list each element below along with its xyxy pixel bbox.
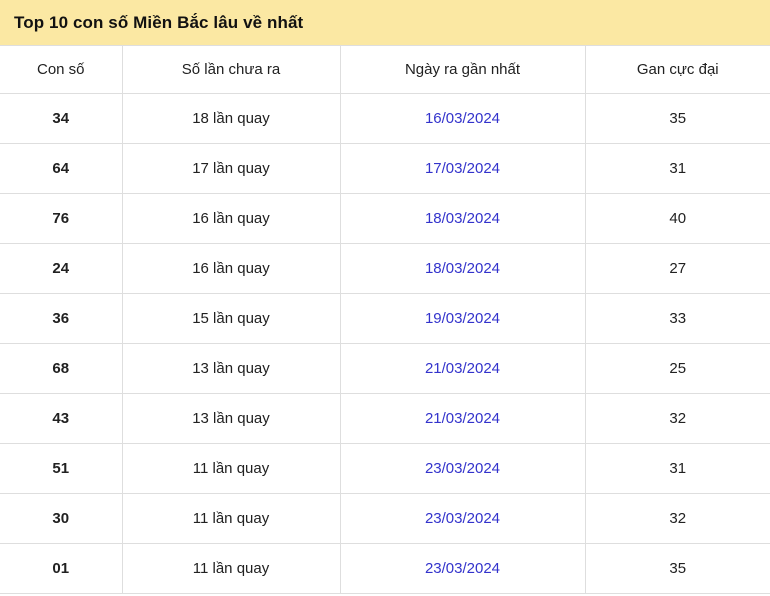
date-link[interactable]: 18/03/2024 [424,259,501,277]
table-row: 34 18 lần quay 16/03/2024 35 [0,93,770,144]
date-link[interactable]: 23/03/2024 [424,459,501,477]
cell-max-gap: 40 [585,193,770,244]
cell-missed-count: 13 lần quay [122,343,341,394]
cell-max-gap: 33 [585,293,770,344]
cell-last-date: 19/03/2024 [340,293,586,344]
cell-number: 64 [0,143,123,194]
cell-last-date: 18/03/2024 [340,193,586,244]
col-header-number: Con số [0,46,123,94]
cell-number: 34 [0,93,123,144]
cell-missed-count: 15 lần quay [122,293,341,344]
col-header-missed-count: Số lần chưa ra [122,46,341,94]
cell-max-gap: 35 [585,93,770,144]
date-link[interactable]: 16/03/2024 [424,109,501,127]
date-link[interactable]: 21/03/2024 [424,359,501,377]
cell-number: 36 [0,293,123,344]
cell-max-gap: 32 [585,493,770,544]
cell-number: 68 [0,343,123,394]
cell-max-gap: 32 [585,393,770,444]
cell-last-date: 23/03/2024 [340,543,586,594]
cell-last-date: 21/03/2024 [340,343,586,394]
cell-missed-count: 17 lần quay [122,143,341,194]
date-link[interactable]: 18/03/2024 [424,209,501,227]
cell-missed-count: 16 lần quay [122,243,341,294]
cell-number: 01 [0,543,123,594]
table-row: 01 11 lần quay 23/03/2024 35 [0,543,770,594]
cell-last-date: 18/03/2024 [340,243,586,294]
page-title: Top 10 con số Miền Bắc lâu về nhất [14,12,304,32]
date-link[interactable]: 23/03/2024 [424,509,501,527]
cell-max-gap: 35 [585,543,770,594]
table-row: 24 16 lần quay 18/03/2024 27 [0,243,770,294]
table-header-row: Con số Số lần chưa ra Ngày ra gần nhất G… [0,46,770,94]
cell-missed-count: 16 lần quay [122,193,341,244]
cell-number: 30 [0,493,123,544]
table-row: 43 13 lần quay 21/03/2024 32 [0,393,770,444]
date-link[interactable]: 17/03/2024 [424,159,501,177]
panel-title-bar: Top 10 con số Miền Bắc lâu về nhất [0,0,770,46]
stats-table: Con số Số lần chưa ra Ngày ra gần nhất G… [0,46,770,594]
cell-missed-count: 11 lần quay [122,443,341,494]
table-row: 30 11 lần quay 23/03/2024 32 [0,493,770,544]
cell-last-date: 17/03/2024 [340,143,586,194]
table-row: 51 11 lần quay 23/03/2024 31 [0,443,770,494]
cell-last-date: 21/03/2024 [340,393,586,444]
cell-missed-count: 18 lần quay [122,93,341,144]
cell-max-gap: 25 [585,343,770,394]
table-row: 68 13 lần quay 21/03/2024 25 [0,343,770,394]
cell-max-gap: 27 [585,243,770,294]
cell-max-gap: 31 [585,443,770,494]
table-row: 36 15 lần quay 19/03/2024 33 [0,293,770,344]
table-body: 34 18 lần quay 16/03/2024 35 64 17 lần q… [0,93,770,594]
col-header-max-gap: Gan cực đại [585,46,770,94]
cell-number: 24 [0,243,123,294]
cell-last-date: 23/03/2024 [340,443,586,494]
cell-last-date: 23/03/2024 [340,493,586,544]
date-link[interactable]: 23/03/2024 [424,559,501,577]
cell-last-date: 16/03/2024 [340,93,586,144]
table-row: 76 16 lần quay 18/03/2024 40 [0,193,770,244]
cell-missed-count: 11 lần quay [122,493,341,544]
cell-number: 51 [0,443,123,494]
cell-number: 76 [0,193,123,244]
table-row: 64 17 lần quay 17/03/2024 31 [0,143,770,194]
cell-missed-count: 11 lần quay [122,543,341,594]
cell-max-gap: 31 [585,143,770,194]
cell-number: 43 [0,393,123,444]
date-link[interactable]: 19/03/2024 [424,309,501,327]
cell-missed-count: 13 lần quay [122,393,341,444]
col-header-last-date: Ngày ra gần nhất [340,46,586,94]
date-link[interactable]: 21/03/2024 [424,409,501,427]
